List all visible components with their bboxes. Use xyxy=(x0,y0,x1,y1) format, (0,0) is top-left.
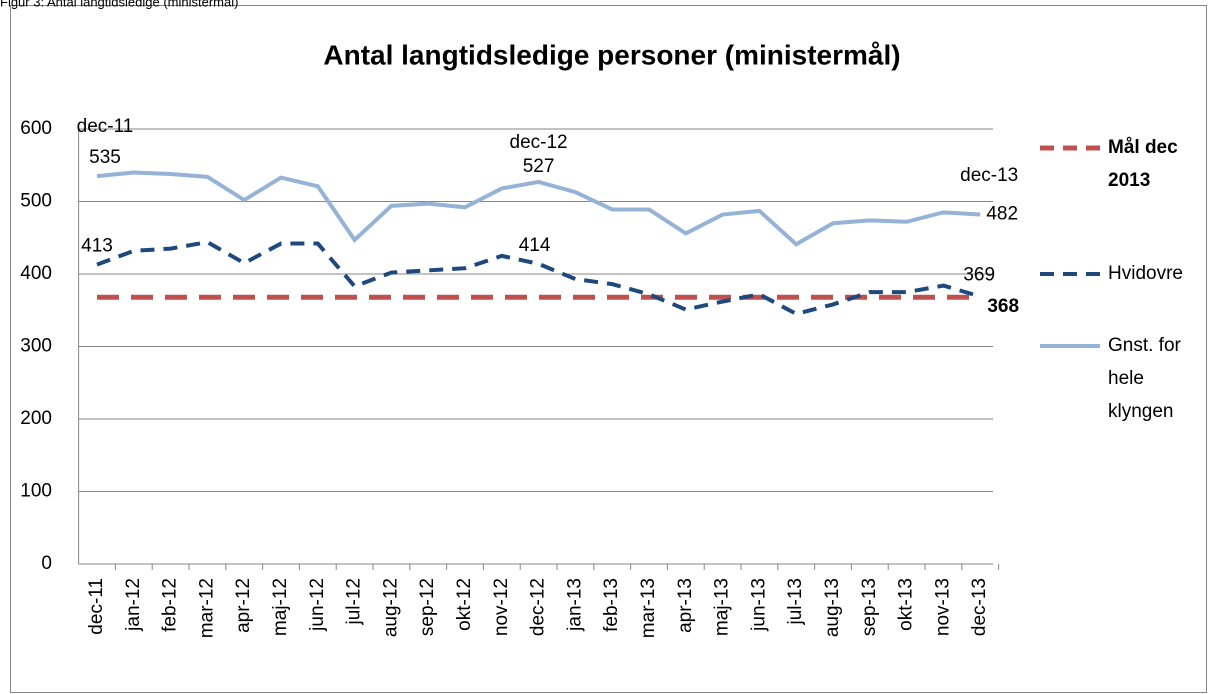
x-tick-label: dec-12 xyxy=(528,578,549,636)
y-tick-label: 0 xyxy=(41,553,52,574)
x-tick-label: feb-12 xyxy=(160,578,181,632)
legend-label: Gnst. for hele klyngen xyxy=(1108,335,1182,422)
x-tick-label: dec-13 xyxy=(969,578,990,636)
legend-label: Hvidovre xyxy=(1108,263,1183,284)
x-tick-label: maj-12 xyxy=(270,578,291,636)
y-tick-label: 600 xyxy=(20,118,52,139)
series-line xyxy=(96,170,981,247)
data-label: 535 xyxy=(89,147,121,168)
y-tick-label: 400 xyxy=(20,263,52,284)
data-label: 527 xyxy=(523,156,555,177)
x-tick-label: jan-13 xyxy=(564,578,585,632)
x-tick-label: mar-12 xyxy=(196,578,217,638)
y-tick-label: 300 xyxy=(20,336,52,357)
x-tick-label: okt-12 xyxy=(454,578,475,631)
x-tick-label: sep-13 xyxy=(859,578,880,636)
x-tick-label: apr-13 xyxy=(675,578,696,633)
x-tick-label: aug-12 xyxy=(380,578,401,637)
data-label-category: dec-12 xyxy=(510,132,568,153)
x-tick-label: maj-13 xyxy=(712,578,733,636)
x-tick-label: jun-12 xyxy=(307,578,328,632)
data-label-category: dec-13 xyxy=(960,165,1018,186)
x-tick-label: jul-13 xyxy=(785,578,806,625)
x-tick-label: nov-13 xyxy=(932,578,953,636)
x-tick-label: aug-13 xyxy=(822,578,843,637)
x-tick-label: jun-13 xyxy=(748,578,769,632)
x-tick-label: mar-13 xyxy=(638,578,659,638)
data-label-category: dec-11 xyxy=(77,116,134,137)
x-tick-label: jul-12 xyxy=(344,578,365,625)
y-tick-label: 200 xyxy=(20,408,52,429)
x-tick-label: nov-12 xyxy=(491,578,512,636)
x-tick-label: sep-12 xyxy=(417,578,438,636)
series-line xyxy=(96,240,981,317)
data-label: 368 xyxy=(987,296,1019,317)
legend-label: Mål dec 2013 xyxy=(1108,137,1178,191)
data-label: 413 xyxy=(81,236,113,257)
y-tick-label: 500 xyxy=(20,191,52,212)
chart-frame xyxy=(10,5,1207,693)
data-label: 482 xyxy=(986,204,1018,225)
x-tick-label: dec-11 xyxy=(86,578,107,635)
data-label: 414 xyxy=(519,235,551,256)
x-tick-label: jan-12 xyxy=(123,578,144,632)
y-tick-label: 100 xyxy=(20,481,52,502)
caption: Figur 3: Antal langtidsledige (ministerm… xyxy=(0,0,238,9)
x-tick-label: feb-13 xyxy=(601,578,622,632)
data-label: 369 xyxy=(963,264,995,285)
x-tick-label: apr-12 xyxy=(233,578,254,633)
chart-title: Antal langtidsledige personer (ministerm… xyxy=(323,39,900,70)
x-tick-label: okt-13 xyxy=(896,578,917,631)
